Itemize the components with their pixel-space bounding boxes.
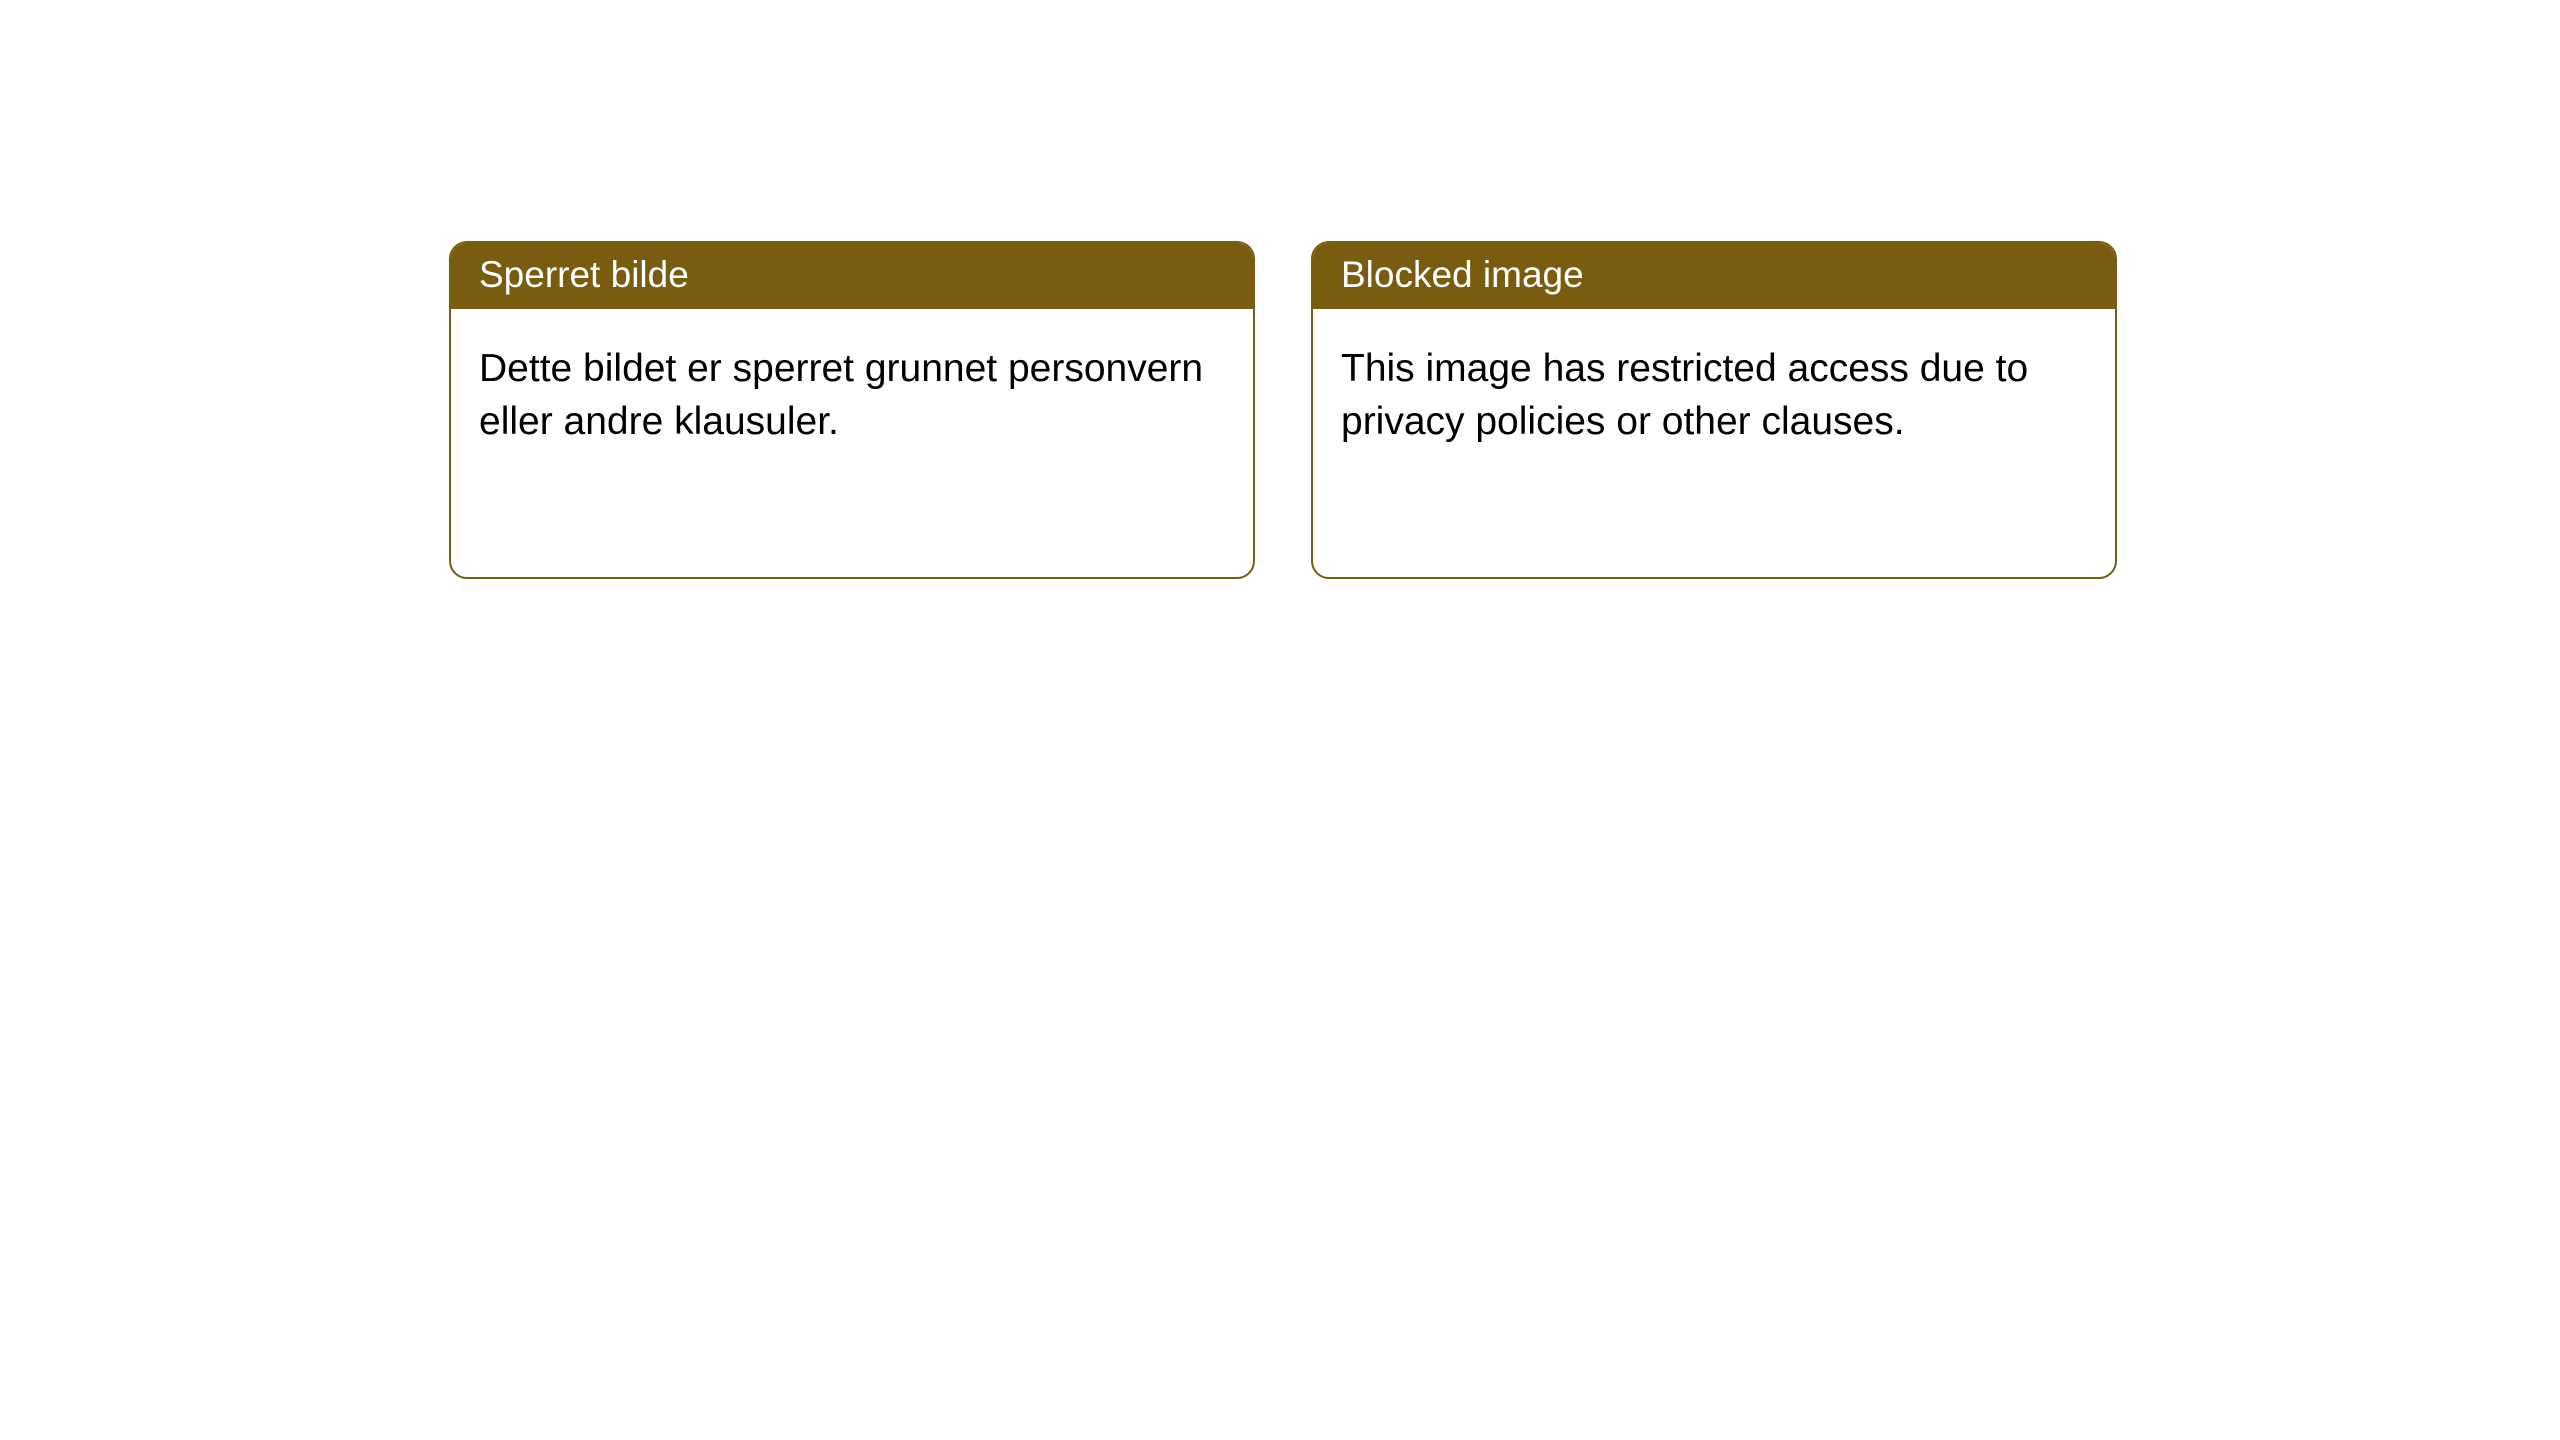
notice-body-english: This image has restricted access due to … — [1313, 309, 2115, 482]
notice-body-norwegian: Dette bildet er sperret grunnet personve… — [451, 309, 1253, 482]
notice-header-english: Blocked image — [1313, 243, 2115, 309]
notice-container: Sperret bilde Dette bildet er sperret gr… — [0, 0, 2560, 579]
notice-card-norwegian: Sperret bilde Dette bildet er sperret gr… — [449, 241, 1255, 579]
notice-card-english: Blocked image This image has restricted … — [1311, 241, 2117, 579]
notice-header-norwegian: Sperret bilde — [451, 243, 1253, 309]
